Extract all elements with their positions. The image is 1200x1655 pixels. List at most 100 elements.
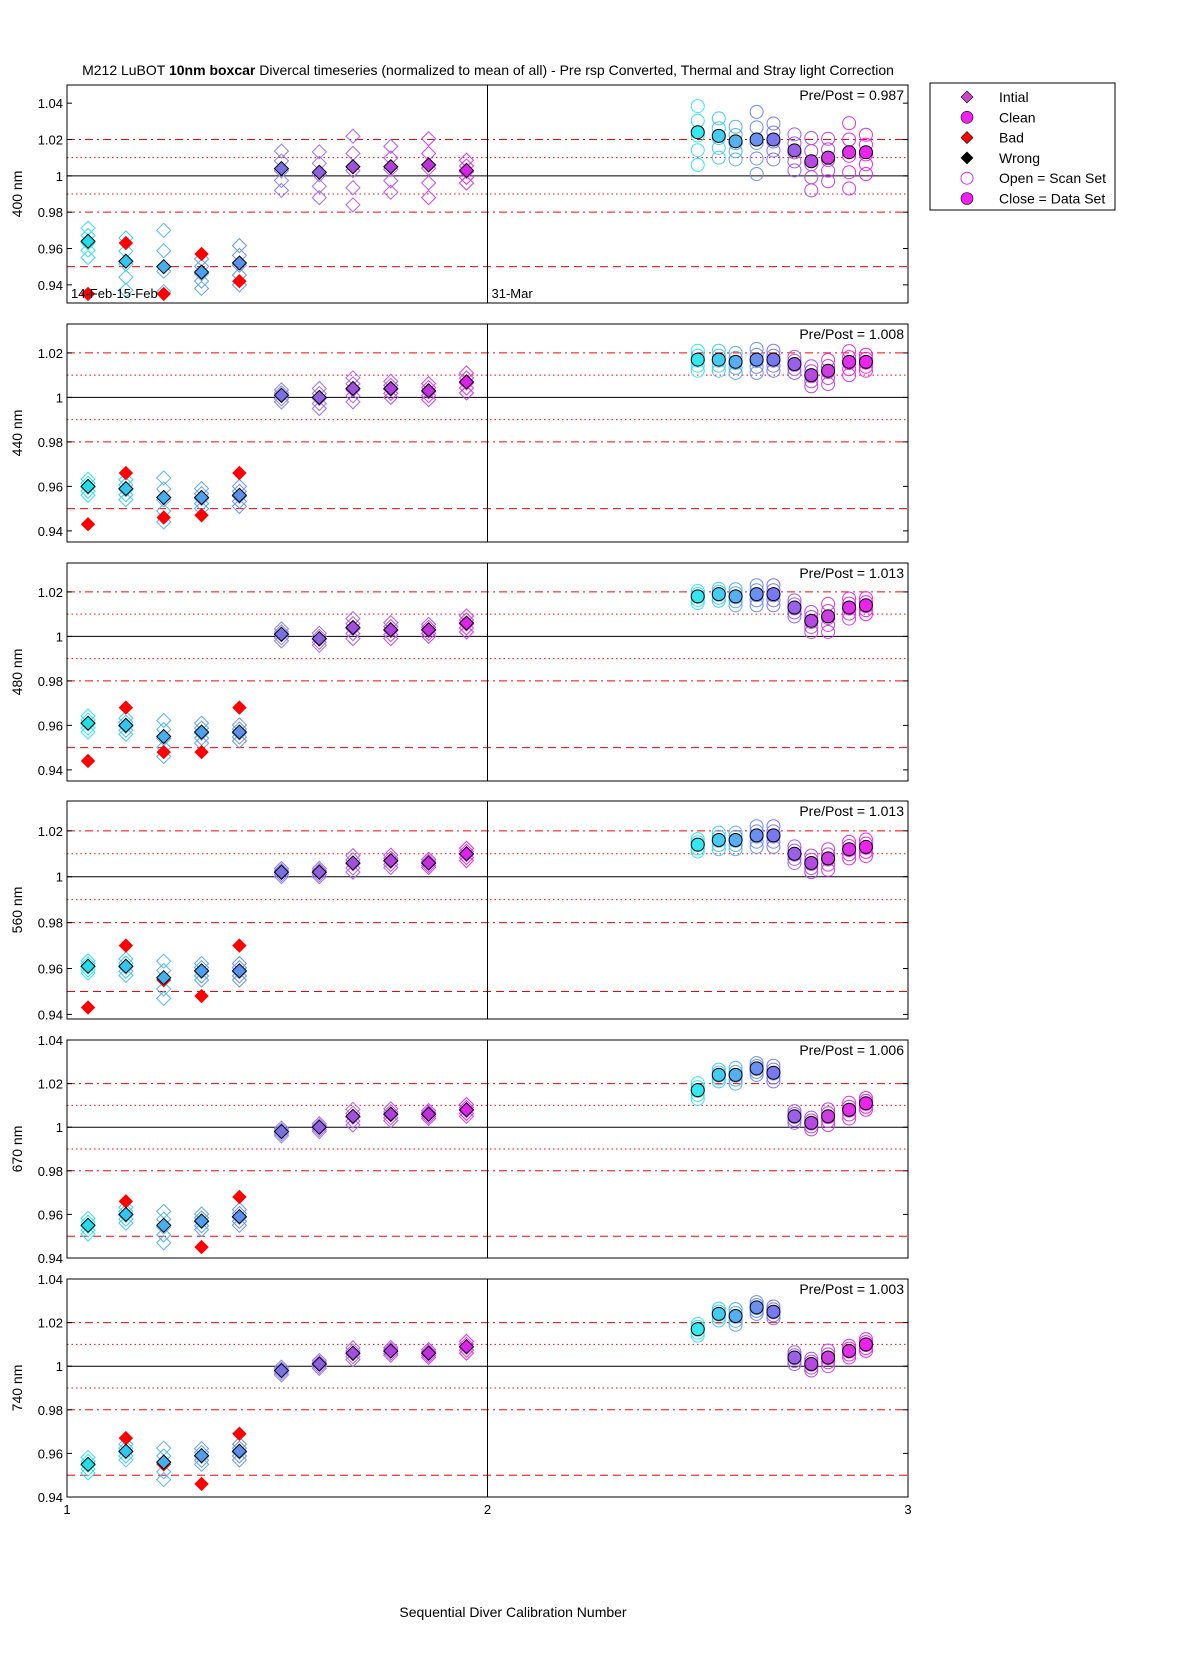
data-set-marker xyxy=(787,1350,802,1365)
legend-marker xyxy=(960,90,974,104)
bad-marker xyxy=(80,516,96,532)
axes-frame xyxy=(66,1039,909,1259)
data-set-marker xyxy=(231,255,248,271)
data-set-marker xyxy=(804,855,819,870)
data-set-marker xyxy=(711,833,726,848)
scan-set-marker xyxy=(118,1215,134,1231)
x-tick-label: 3 xyxy=(904,1502,911,1517)
data-set-marker xyxy=(345,855,361,871)
scan-set-marker xyxy=(345,1351,361,1368)
data-set-marker xyxy=(728,589,743,604)
scan-set-marker xyxy=(821,624,836,639)
y-tick-label: 0.94 xyxy=(38,278,63,293)
data-set-marker xyxy=(193,963,210,979)
y-tick-label: 0.98 xyxy=(38,1164,63,1179)
chart-title-bold: 10nm boxcar xyxy=(169,62,256,78)
scan-set-marker xyxy=(842,116,857,131)
panel-670-nm: 0.94 0.96 0.98 1 1.02 1.04 670 nm Pre/Post = 1.… xyxy=(9,1033,909,1266)
scan-set-marker xyxy=(345,128,361,144)
data-set-marker xyxy=(842,1343,857,1358)
data-set-marker xyxy=(858,354,873,369)
scan-set-marker xyxy=(273,394,290,410)
scan-set-marker xyxy=(273,182,290,199)
scan-set-marker xyxy=(420,175,437,191)
scan-set-marker xyxy=(766,116,781,131)
bad-marker xyxy=(118,700,134,715)
data-set-marker xyxy=(749,1061,764,1076)
bad-marker xyxy=(194,1239,209,1255)
y-tick-label: 0.94 xyxy=(38,524,63,539)
data-set-marker xyxy=(728,833,743,848)
data-set-marker xyxy=(193,489,210,506)
scan-set-marker xyxy=(458,175,475,191)
data-set-marker xyxy=(766,587,781,602)
scan-set-marker xyxy=(118,282,134,298)
bad-marker xyxy=(156,510,171,525)
x-axis-label: Sequential Diver Calibration Number xyxy=(399,1604,627,1620)
scan-set-marker xyxy=(383,173,399,189)
scan-set-marker xyxy=(345,197,361,213)
y-tick-label: 0.96 xyxy=(38,1446,63,1461)
data-set-marker xyxy=(821,150,836,165)
chart-title: M212 LuBOT 10nm boxcar Divercal timeseri… xyxy=(82,62,894,78)
bad-marker xyxy=(232,465,247,481)
scan-set-marker xyxy=(787,163,802,178)
data-set-marker xyxy=(690,589,705,604)
data-set-marker xyxy=(842,1102,857,1117)
scan-set-marker xyxy=(749,104,764,119)
prepost-annotation: Pre/Post = 1.013 xyxy=(799,565,904,581)
data-set-marker xyxy=(118,717,134,734)
legend-label: Open = Scan Set xyxy=(999,170,1106,186)
data-set-marker xyxy=(156,1454,172,1470)
data-set-marker xyxy=(787,143,802,158)
bad-marker xyxy=(118,235,134,251)
data-set-marker xyxy=(345,619,361,636)
data-set-marker xyxy=(842,842,857,857)
prepost-annotation: Pre/Post = 1.006 xyxy=(799,1042,904,1058)
scan-set-marker xyxy=(821,174,836,189)
prepost-annotation: Pre/Post = 1.003 xyxy=(799,1281,904,1297)
data-set-marker xyxy=(273,1123,290,1140)
data-set-marker xyxy=(711,128,726,143)
bad-marker xyxy=(156,286,171,302)
y-tick-label: 1 xyxy=(56,390,63,405)
y-axis-label: 740 nm xyxy=(9,1365,25,1412)
bad-marker xyxy=(194,744,209,760)
bad-marker xyxy=(80,286,96,302)
data-set-marker xyxy=(231,487,248,503)
legend-marker xyxy=(960,131,974,145)
legend-marker xyxy=(960,192,974,205)
data-set-marker xyxy=(311,1356,328,1372)
data-set-marker xyxy=(156,489,172,506)
axes-frame xyxy=(66,800,909,1020)
data-set-marker xyxy=(458,615,475,631)
data-set-marker xyxy=(804,368,819,383)
prepost-annotation: Pre/Post = 1.013 xyxy=(799,803,904,819)
y-tick-label: 0.98 xyxy=(38,205,63,220)
scan-set-marker xyxy=(193,273,210,289)
scan-set-marker xyxy=(858,167,873,182)
y-axis-label: 560 nm xyxy=(9,887,25,934)
data-set-marker xyxy=(690,1083,705,1098)
data-set-marker xyxy=(766,352,781,367)
data-set-marker xyxy=(383,1106,399,1122)
data-set-marker xyxy=(345,1108,361,1125)
data-set-marker xyxy=(858,145,873,160)
bad-marker xyxy=(232,1189,247,1205)
y-axis-label: 480 nm xyxy=(9,649,25,696)
bad-marker xyxy=(232,938,247,953)
y-tick-label: 1 xyxy=(56,629,63,644)
bad-marker xyxy=(232,1426,247,1441)
y-tick-label: 0.96 xyxy=(38,962,63,977)
scan-set-marker xyxy=(118,269,134,285)
y-tick-label: 1 xyxy=(56,169,63,184)
scan-set-marker xyxy=(273,633,290,649)
data-set-marker xyxy=(420,1106,437,1122)
bad-marker xyxy=(118,465,134,481)
chart-title-prefix: M212 LuBOT xyxy=(82,62,169,78)
data-set-marker xyxy=(311,864,328,880)
scan-set-marker xyxy=(231,1452,248,1468)
bad-marker xyxy=(194,508,209,523)
data-set-marker xyxy=(728,1309,743,1324)
